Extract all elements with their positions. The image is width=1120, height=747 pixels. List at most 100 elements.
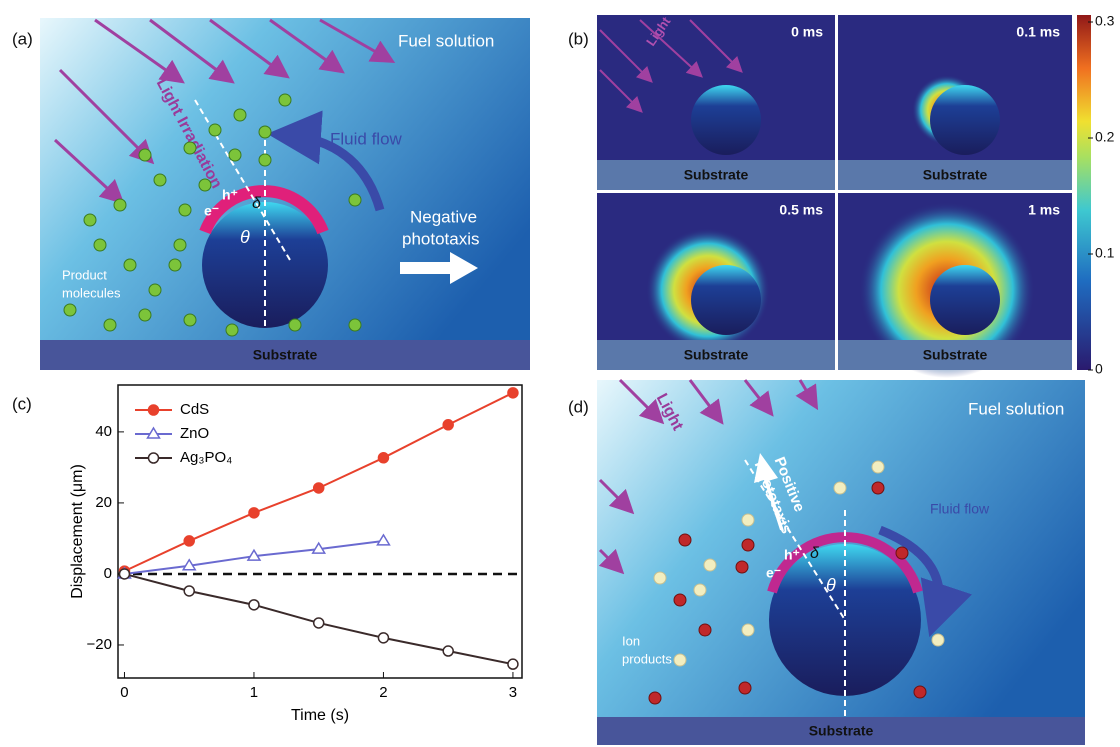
molecule [149, 284, 161, 296]
y-tick-label: 20 [95, 494, 112, 511]
substrate-label: Substrate [684, 347, 749, 363]
panel-c: (c) −20020400123Time (s)Displacement (μm… [12, 385, 522, 724]
hole-label: h⁺ [784, 547, 800, 563]
panel-label: (d) [568, 397, 589, 416]
taxis-label: phototaxis [402, 229, 480, 248]
delta-label: δ [252, 195, 262, 212]
marker [443, 646, 453, 656]
ion [674, 594, 686, 606]
molecule [199, 179, 211, 191]
marker [314, 483, 324, 493]
legend-label: ZnO [180, 425, 209, 442]
plot-frame [118, 385, 522, 678]
x-tick-label: 1 [250, 684, 258, 701]
ion [679, 534, 691, 546]
marker [378, 453, 388, 463]
marker [184, 586, 194, 596]
marker [249, 508, 259, 518]
ion [739, 682, 751, 694]
ion [704, 559, 716, 571]
y-tick-label: 0 [104, 565, 112, 582]
molecule [169, 259, 181, 271]
molecule [279, 94, 291, 106]
flow-label: Fluid flow [330, 129, 403, 148]
ion [914, 686, 926, 698]
marker [443, 420, 453, 430]
molecule [94, 239, 106, 251]
molecules-label: Product [62, 267, 107, 282]
molecule [289, 319, 301, 331]
hole-label: h⁺ [222, 187, 238, 203]
ion [699, 624, 711, 636]
substrate-label: Substrate [923, 347, 988, 363]
molecule [154, 174, 166, 186]
molecule [209, 124, 221, 136]
molecule [114, 199, 126, 211]
panel-label: (a) [12, 29, 33, 48]
legend-label: CdS [180, 401, 209, 418]
ion [872, 461, 884, 473]
marker [508, 659, 518, 669]
substrate-label: Substrate [809, 723, 874, 739]
y-tick-label: 40 [95, 423, 112, 440]
ion [649, 692, 661, 704]
colorbar-label: 0.3 [1095, 13, 1115, 29]
molecule [349, 319, 361, 331]
ion [674, 654, 686, 666]
colorbar-label: 0 [1095, 361, 1103, 377]
page: (a) Light Irradiation Fuel solution Flui… [0, 0, 1120, 747]
electron-label: e⁻ [204, 203, 219, 219]
molecule [84, 214, 96, 226]
molecule [139, 309, 151, 321]
particle [930, 265, 1000, 335]
molecule [184, 142, 196, 154]
legend-label: Ag₃PO₄ [180, 449, 232, 466]
molecule [234, 109, 246, 121]
x-tick-label: 3 [509, 684, 517, 701]
x-axis-label: Time (s) [291, 707, 349, 724]
particle [691, 265, 761, 335]
molecules-label: molecules [62, 285, 121, 300]
molecule [184, 314, 196, 326]
theta-label: θ [240, 227, 250, 247]
electron-label: e⁻ [766, 565, 781, 581]
substrate-label: Substrate [253, 347, 318, 363]
figure: (a) Light Irradiation Fuel solution Flui… [0, 0, 1120, 747]
marker [119, 569, 129, 579]
substrate-label: Substrate [923, 167, 988, 183]
molecule [349, 194, 361, 206]
panel-a: (a) Light Irradiation Fuel solution Flui… [12, 18, 530, 370]
y-tick-label: −20 [87, 636, 112, 653]
molecule [124, 259, 136, 271]
colorbar [1077, 15, 1091, 370]
ions-label: products [622, 651, 672, 666]
molecule [226, 324, 238, 336]
marker [314, 618, 324, 628]
time-label: 1 ms [1028, 202, 1060, 218]
marker [184, 536, 194, 546]
molecule [179, 204, 191, 216]
time-label: 0.5 ms [779, 202, 823, 218]
delta-label: δ [810, 545, 820, 562]
marker [249, 600, 259, 610]
legend-marker [149, 453, 159, 463]
ions-label: Ion [622, 633, 640, 648]
panel-d: (d) Light Fuel solution Positive Photota… [568, 380, 1085, 745]
theta-label: θ [826, 575, 836, 595]
ion [872, 482, 884, 494]
x-tick-label: 0 [120, 684, 128, 701]
ion [654, 572, 666, 584]
colorbar-label: 0.2 [1095, 129, 1115, 145]
molecule [139, 149, 151, 161]
y-axis-label: Displacement (μm) [69, 464, 86, 599]
ion [896, 547, 908, 559]
flow-label: Fluid flow [930, 501, 990, 517]
solution-label: Fuel solution [968, 399, 1064, 418]
particle [691, 85, 761, 155]
legend-marker [149, 405, 159, 415]
solution-label: Fuel solution [398, 31, 494, 50]
molecule [64, 304, 76, 316]
ion [742, 539, 754, 551]
particle [930, 85, 1000, 155]
panel-label: (c) [12, 394, 32, 413]
